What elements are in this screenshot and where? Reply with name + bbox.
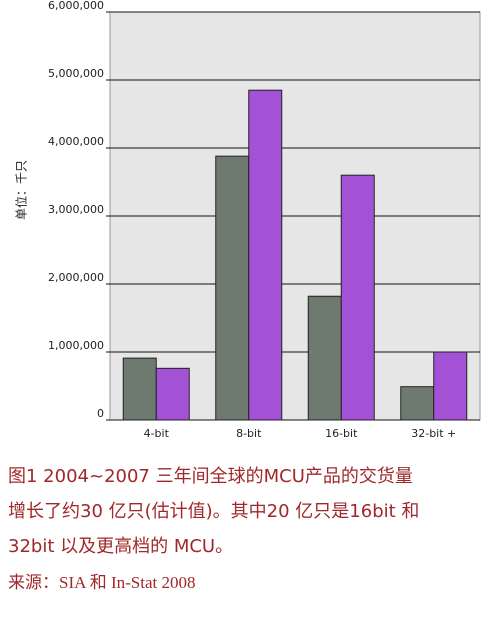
y-tick-label: 2,000,000 — [48, 271, 104, 284]
caption-line: 增长了约30 亿只(估计值)。其中20 亿只是16bit 和 — [8, 501, 420, 522]
y-tick-label: 4,000,000 — [48, 135, 104, 148]
x-tick-label: 4-bit — [144, 427, 170, 440]
x-tick-label: 16-bit — [325, 427, 358, 440]
caption-line: 32bit 以及更高档的 MCU。 — [8, 536, 234, 557]
y-tick-label: 5,000,000 — [48, 67, 104, 80]
source: 来源：SIA 和 In-Stat 2008 — [8, 573, 196, 592]
x-tick-label: 32-bit + — [411, 427, 456, 440]
y-axis-label: 单位：千只 — [14, 160, 29, 220]
caption: 图1 2004~2007 三年间全球的MCU产品的交货量 增长了约30 亿只(估计… — [0, 459, 489, 564]
x-tick-label: 8-bit — [236, 427, 262, 440]
bar — [248, 89, 283, 421]
bar — [122, 357, 157, 421]
bar — [400, 386, 435, 421]
bar — [307, 295, 342, 421]
y-tick-label: 1,000,000 — [48, 339, 104, 352]
bar — [215, 155, 250, 421]
y-tick-label: 0 — [97, 407, 104, 420]
chart: 单位：千只 0 1,000,000 2,000,000 3,000,000 4,000,… — [14, 0, 481, 440]
y-tick-label: 3,000,000 — [48, 203, 104, 216]
y-tick-label: 6,000,000 — [48, 0, 104, 12]
bar — [340, 174, 375, 421]
bar — [433, 351, 468, 421]
bar — [155, 367, 190, 421]
caption-line: 图1 2004~2007 三年间全球的MCU产品的交货量 — [8, 466, 413, 487]
